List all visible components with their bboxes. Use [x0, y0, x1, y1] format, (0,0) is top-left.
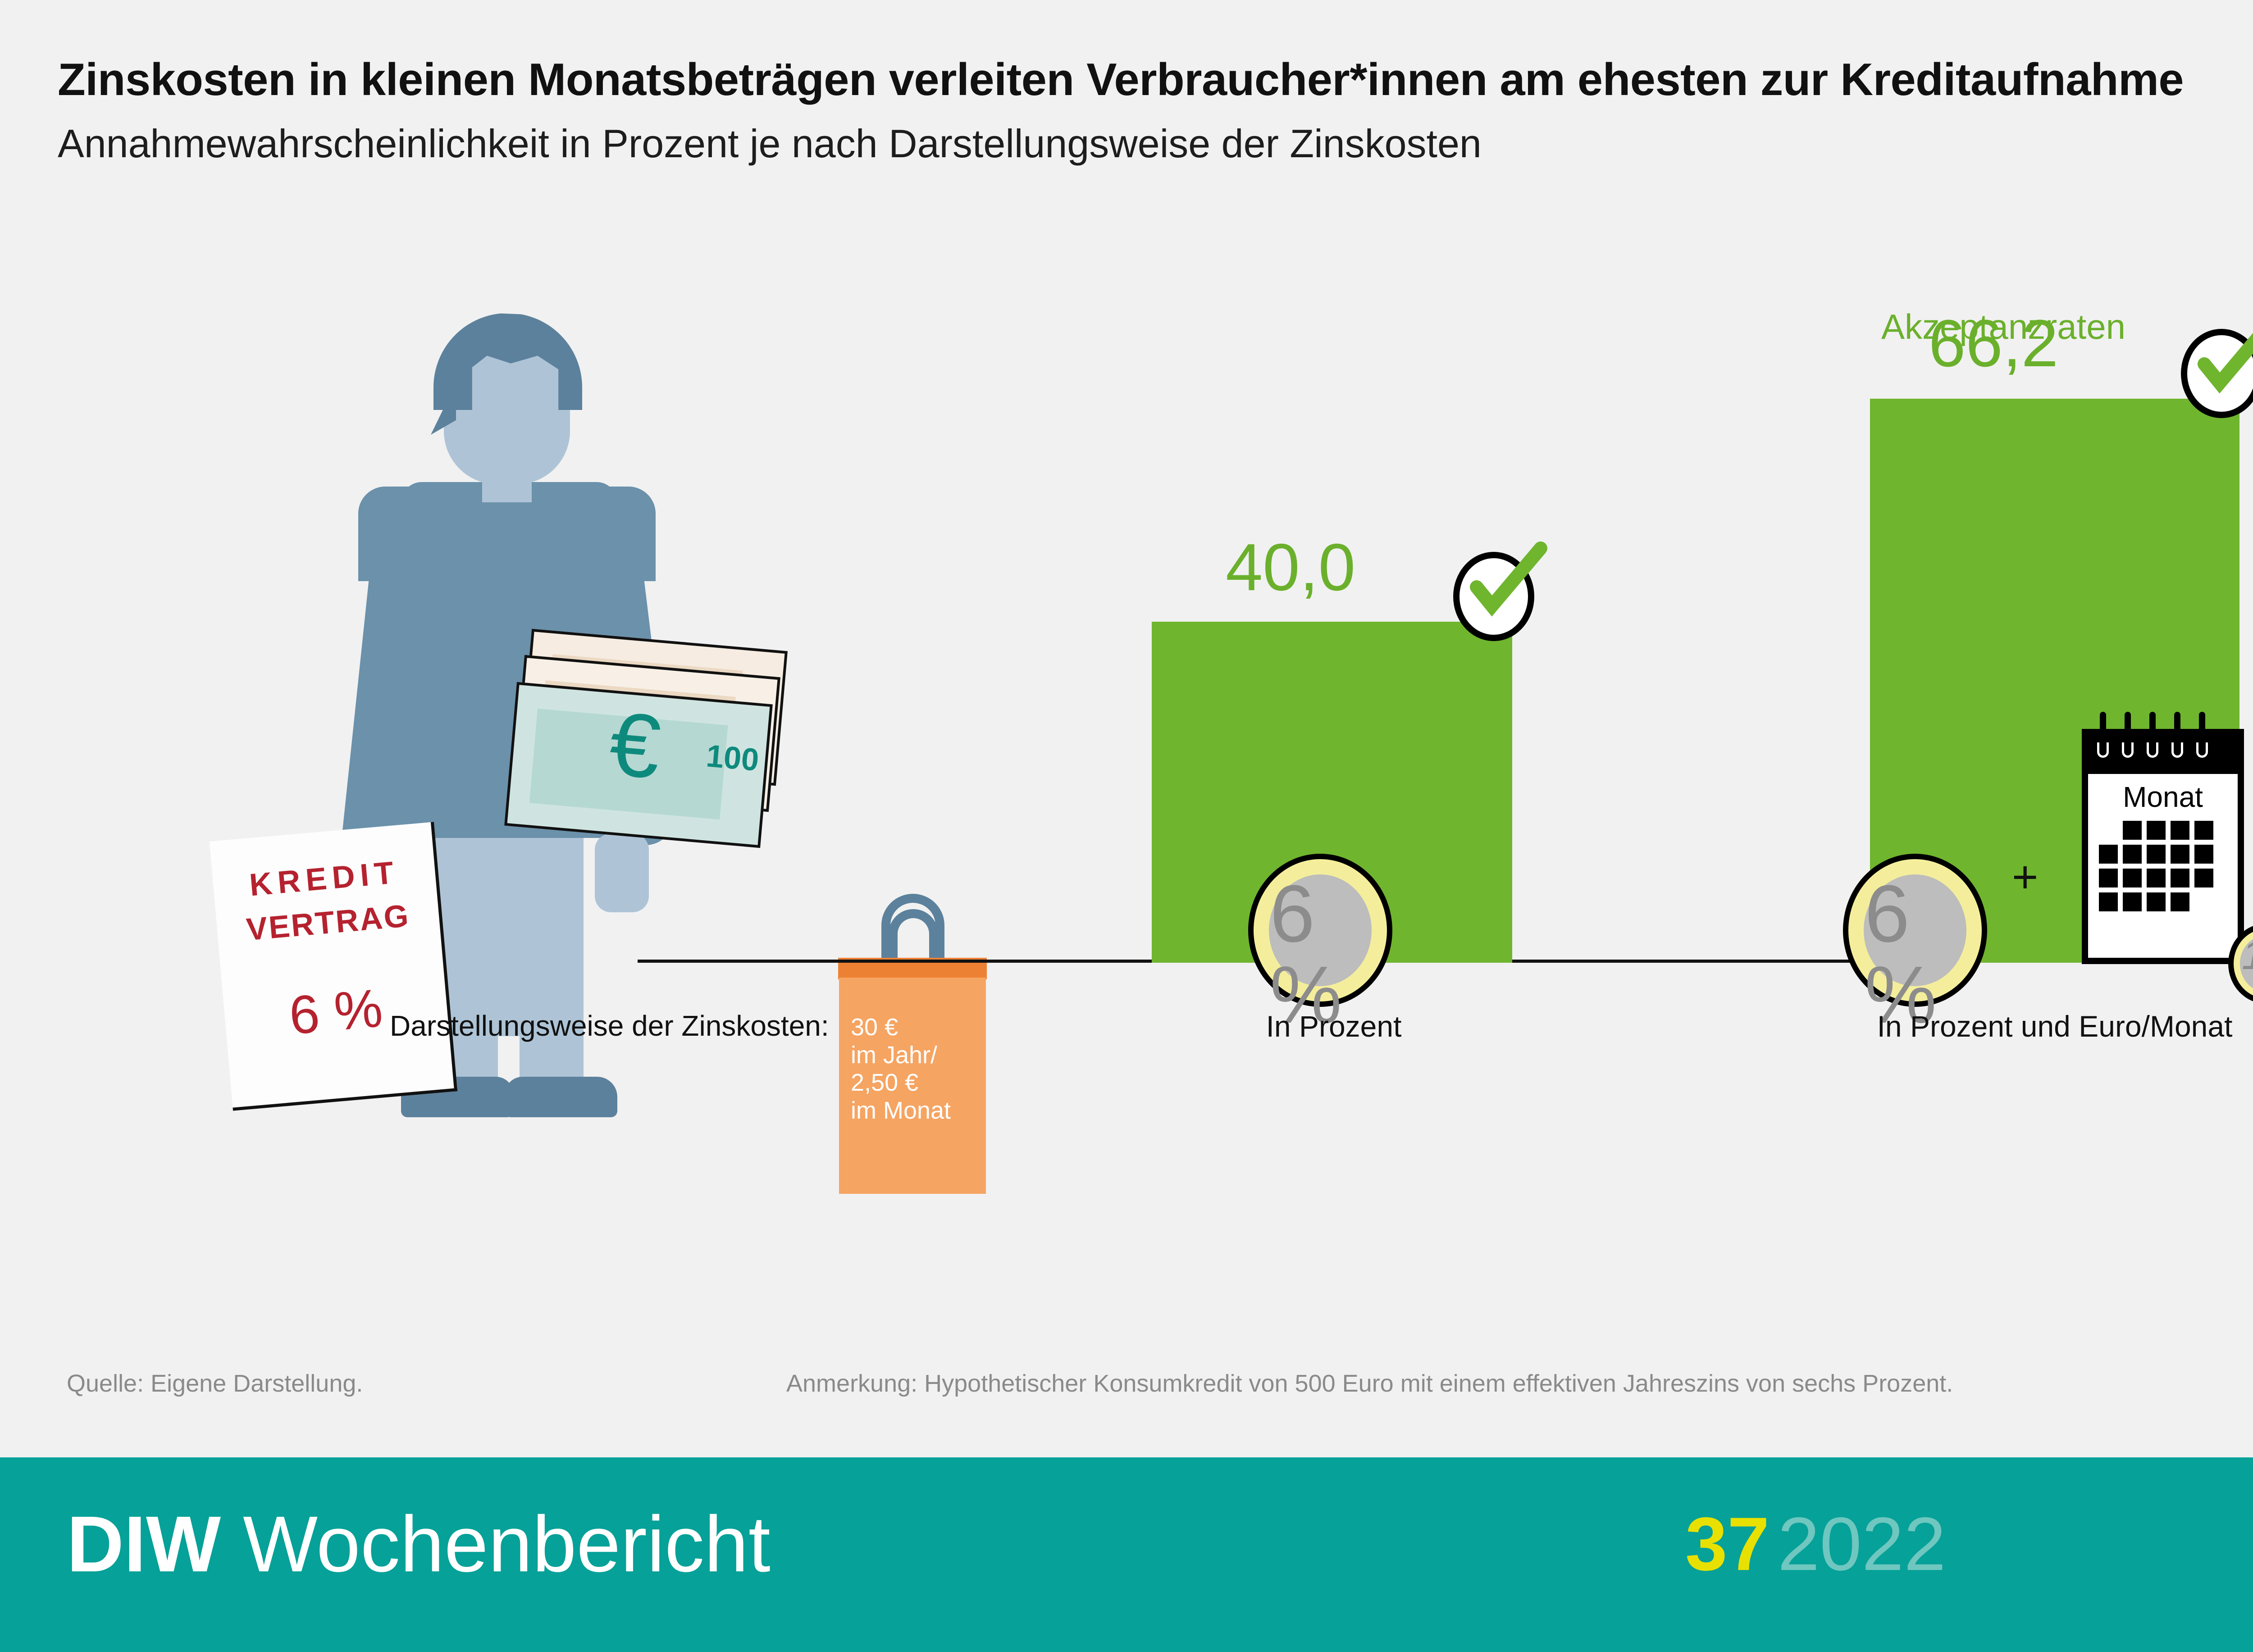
calendar-day — [2099, 892, 2118, 911]
calendar-day-grid — [2099, 821, 2213, 911]
bag-line-2: im Jahr/ — [851, 1041, 938, 1069]
calendar-day — [2123, 845, 2142, 864]
calendar-month: Monat — [2082, 712, 2244, 964]
category-label-2: In Prozent und Euro/Monat — [1877, 1010, 2233, 1043]
person-hand-right — [595, 833, 649, 912]
calendar-day — [2123, 869, 2142, 887]
page-subtitle: Annahmewahrscheinlichkeit in Prozent je … — [58, 121, 1482, 166]
coin-core — [1864, 874, 1966, 986]
calendar-spring — [2125, 712, 2131, 734]
calendar-hole — [2196, 742, 2208, 758]
bag-cost-text: 30 € im Jahr/ 2,50 € im Monat — [839, 978, 986, 1194]
contract-line-2: VERTRAG — [245, 897, 411, 947]
issue-number: 37 — [1685, 1502, 1770, 1586]
note-text: Anmerkung: Hypothetischer Konsumkredit v… — [786, 1370, 1953, 1397]
calendar-day — [2099, 845, 2118, 864]
shopping-bag: 30 € im Jahr/ 2,50 € im Monat — [838, 894, 987, 1198]
check-oval — [2181, 329, 2253, 418]
euro-symbol-icon: € — [606, 693, 665, 798]
calendar-spring — [2199, 712, 2205, 734]
calendar-day — [2171, 821, 2189, 840]
check-icon — [2198, 333, 2253, 394]
issue-info: 37 2022 — [1685, 1501, 1946, 1588]
calendar-day — [2171, 892, 2189, 911]
page-title: Zinskosten in kleinen Monatsbeträgen ver… — [58, 55, 2184, 105]
person-shoulders — [358, 487, 656, 581]
bag-line-3: 2,50 € — [851, 1069, 919, 1097]
calendar-spring — [2100, 712, 2106, 734]
calendar-day — [2099, 821, 2118, 840]
plus-sign-2: + — [2012, 852, 2039, 902]
brand-wordmark: DIW Wochenbericht — [67, 1499, 771, 1590]
calendar-hole — [2097, 742, 2109, 758]
source-text: Quelle: Eigene Darstellung. — [67, 1370, 363, 1397]
calendar-header-bar — [2082, 729, 2244, 774]
bag-handle-inner — [889, 909, 938, 963]
issue-year: 2022 — [1777, 1502, 1946, 1586]
banknote-denomination: 100 — [705, 738, 761, 778]
banknote-100-front: € 100 — [504, 682, 773, 848]
calendar-day — [2099, 869, 2118, 887]
legend-acceptance-rates: Akzeptanzraten — [1881, 307, 2126, 346]
calendar-month-title: Monat — [2123, 781, 2203, 813]
person-shoe-right — [505, 1077, 617, 1117]
calendar-day — [2123, 892, 2142, 911]
calendar-day — [2147, 845, 2166, 864]
calendar-spring — [2149, 712, 2156, 734]
coin-core — [1269, 874, 1372, 986]
chart-figure: KREDIT VERTRAG 6 % 200 200 € 100 — [0, 194, 2253, 1352]
calendar-day — [2194, 869, 2213, 887]
credit-contract-paper: KREDIT VERTRAG 6 % — [209, 822, 458, 1111]
calendar-day — [2194, 821, 2213, 840]
calendar-day — [2171, 869, 2189, 887]
coin-label-1: 6 % — [1270, 869, 1342, 1040]
bag-line-4: im Monat — [851, 1097, 951, 1124]
calendar-hole — [2171, 742, 2183, 758]
calendar-sheet: Monat — [2082, 774, 2244, 964]
calendar-day — [2194, 892, 2213, 911]
calendar-day — [2147, 892, 2166, 911]
euro-banknotes-group: 200 200 € 100 — [504, 628, 788, 892]
bar-value-label-2: 66,2 — [1929, 306, 2059, 381]
calendar-hole — [2122, 742, 2134, 758]
consumer-illustration: KREDIT VERTRAG 6 % 200 200 € 100 — [209, 270, 987, 1216]
category-label-1: In Prozent — [1266, 1010, 1402, 1043]
calendar-day — [2147, 869, 2166, 887]
checkmark-badge-1 — [1453, 542, 1547, 641]
coin-label-2: 6 % — [1865, 869, 1937, 1040]
calendar-day — [2123, 821, 2142, 840]
brand-diw: DIW — [67, 1500, 221, 1588]
calendar-day — [2147, 821, 2166, 840]
bag-line-1: 30 € — [851, 1014, 898, 1041]
x-axis-title: Darstellungsweise der Zinskosten: — [390, 1010, 829, 1042]
check-icon — [1470, 542, 1547, 617]
bar-value-label-1: 40,0 — [1226, 530, 1356, 605]
checkmark-badge-2 — [2181, 329, 2253, 418]
calendar-day — [2194, 845, 2213, 864]
calendar-hole — [2147, 742, 2158, 758]
coin-digit: 1 — [2242, 932, 2253, 978]
calendar-spring — [2174, 712, 2180, 734]
small-coin-value-1: 1€ — [2242, 934, 2253, 976]
brand-wochenbericht: Wochenbericht — [243, 1500, 771, 1588]
calendar-day — [2171, 845, 2189, 864]
figure-footer: Quelle: Eigene Darstellung. Anmerkung: H… — [0, 1361, 2253, 1419]
